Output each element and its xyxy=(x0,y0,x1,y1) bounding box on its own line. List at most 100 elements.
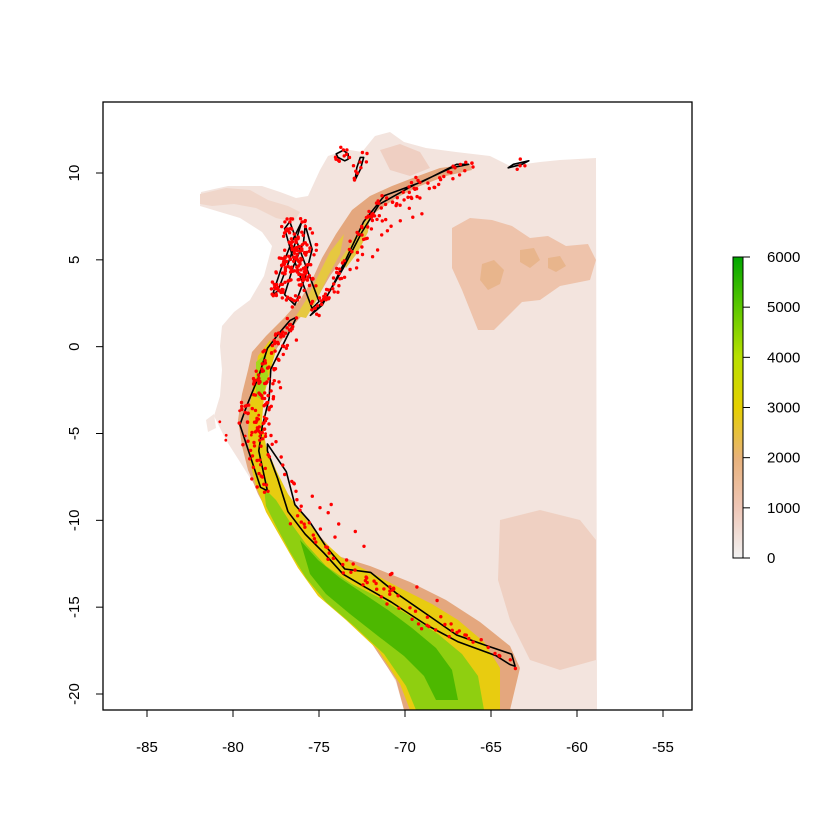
occurrence-point xyxy=(292,299,297,303)
occurrence-point xyxy=(344,152,349,156)
occurrence-point xyxy=(264,483,269,487)
occurrence-point xyxy=(372,579,376,583)
occurrence-point xyxy=(350,250,354,254)
occurrence-point xyxy=(359,166,363,170)
occurrence-point xyxy=(337,284,341,288)
occurrence-point xyxy=(413,609,418,613)
occurrence-point xyxy=(451,164,455,168)
elevation-raster-caribbean xyxy=(380,144,430,176)
occurrence-point xyxy=(285,316,289,321)
occurrence-point xyxy=(292,259,296,263)
occurrence-point xyxy=(271,395,276,399)
occurrence-point xyxy=(272,282,276,287)
occurrence-point xyxy=(365,236,369,240)
occurrence-point xyxy=(369,227,374,231)
occurrence-point xyxy=(252,420,257,424)
occurrence-point xyxy=(470,161,474,165)
occurrence-point xyxy=(415,585,419,589)
occurrence-point xyxy=(314,248,318,252)
occurrence-point xyxy=(351,562,355,566)
occurrence-point xyxy=(272,379,276,383)
occurrence-point xyxy=(302,288,306,293)
occurrence-point xyxy=(296,264,300,268)
occurrence-point xyxy=(309,301,314,306)
occurrence-point xyxy=(286,279,290,283)
occurrence-point xyxy=(518,164,522,168)
elevation-raster-ecuador-green xyxy=(256,354,268,400)
occurrence-point xyxy=(337,522,341,526)
occurrence-point xyxy=(255,429,258,432)
occurrence-point xyxy=(294,239,298,243)
occurrence-point xyxy=(281,352,285,357)
occurrence-point xyxy=(274,293,279,298)
legend-ticks: 6000 5000 4000 3000 2000 1000 0 xyxy=(743,249,800,567)
occurrence-point xyxy=(382,587,386,591)
occurrence-point xyxy=(294,338,299,342)
occurrence-point xyxy=(329,502,333,507)
occurrence-point xyxy=(425,623,429,627)
occurrence-point xyxy=(238,409,242,413)
occurrence-point xyxy=(302,522,306,526)
occurrence-point xyxy=(312,253,316,257)
occurrence-point xyxy=(333,535,337,539)
y-tick-label: -15 xyxy=(66,596,83,618)
occurrence-point xyxy=(299,268,303,272)
occurrence-point xyxy=(365,576,369,580)
occurrence-point xyxy=(318,506,322,510)
occurrence-point xyxy=(416,178,420,183)
occurrence-point xyxy=(277,380,281,384)
occurrence-point xyxy=(435,598,439,603)
occurrence-point xyxy=(263,466,267,471)
occurrence-point xyxy=(304,250,309,255)
occurrence-point xyxy=(254,369,258,373)
occurrence-point xyxy=(419,627,424,631)
occurrence-point xyxy=(262,415,266,419)
occurrence-point xyxy=(264,432,267,436)
occurrence-point xyxy=(310,494,314,498)
occurrence-point xyxy=(270,343,274,348)
occurrence-point xyxy=(298,508,302,512)
occurrence-point xyxy=(486,645,490,650)
occurrence-point xyxy=(261,421,265,426)
occurrence-point xyxy=(276,340,280,344)
occurrence-point xyxy=(297,295,301,299)
occurrence-point xyxy=(331,287,335,291)
occurrence-point xyxy=(312,537,317,541)
occurrence-point xyxy=(336,290,340,294)
occurrence-point xyxy=(392,587,396,591)
occurrence-point xyxy=(289,237,294,241)
occurrence-point xyxy=(355,171,359,175)
elevation-raster-andes-deepgreen xyxy=(300,540,458,700)
occurrence-point xyxy=(380,194,384,198)
occurrence-point xyxy=(289,265,294,269)
occurrence-point xyxy=(284,346,289,350)
occurrence-point xyxy=(300,248,304,253)
occurrence-point xyxy=(385,229,390,233)
occurrence-point xyxy=(366,225,370,229)
occurrence-point xyxy=(385,602,389,606)
occurrence-point xyxy=(282,262,286,267)
occurrence-point xyxy=(280,282,285,286)
occurrence-point xyxy=(367,209,371,214)
occurrence-point xyxy=(355,230,359,235)
occurrence-point xyxy=(240,407,244,412)
occurrence-point xyxy=(390,571,394,576)
occurrence-point xyxy=(224,438,228,442)
occurrence-point xyxy=(297,244,302,249)
occurrence-point xyxy=(425,615,430,619)
occurrence-point xyxy=(280,287,284,292)
occurrence-point xyxy=(237,421,241,425)
occurrence-point xyxy=(255,458,259,463)
occurrence-point xyxy=(273,349,277,353)
occurrence-point xyxy=(262,490,267,494)
occurrence-point xyxy=(349,570,353,574)
occurrence-point xyxy=(286,254,291,258)
occurrence-point xyxy=(303,219,307,224)
occurrence-point xyxy=(396,594,400,598)
occurrence-point xyxy=(341,148,346,152)
occurrence-point xyxy=(266,393,270,398)
occurrence-point xyxy=(360,233,364,237)
occurrence-point xyxy=(347,247,352,252)
occurrence-point xyxy=(263,402,268,407)
occurrence-point xyxy=(458,162,463,167)
